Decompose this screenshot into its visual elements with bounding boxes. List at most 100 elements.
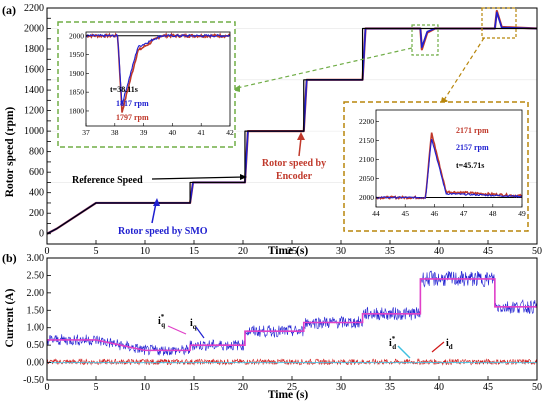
inset-gold-y-tick-label-2000: 2000	[359, 193, 374, 202]
arrowhead-encoder	[297, 132, 305, 140]
a-x-tick-label-40: 40	[434, 246, 444, 257]
panel-a-x-axis-title: Time (s)	[268, 245, 309, 257]
panel-a-x-ticks: 0 5 10 15 20 25 30 35 40 45 50	[45, 240, 542, 257]
annotation-id-i: i	[446, 338, 449, 349]
a-y-tick-label-2200: 2200	[24, 3, 44, 14]
a-y-tick-label-2000: 2000	[24, 24, 44, 35]
b-x-tick-label-5: 5	[94, 382, 99, 393]
panel-b-series	[46, 270, 538, 366]
annotation-iq-ref-sup: *	[161, 313, 165, 321]
inset-gold-x-tick-label-47: 47	[460, 209, 468, 218]
b-y-tick-label-2-00: 2.00	[27, 288, 45, 299]
a-y-tick-label-1200: 1200	[24, 106, 44, 117]
inset-gold-x-tick-label-46: 46	[431, 209, 439, 218]
inset-gold-series	[375, 132, 523, 200]
zoom-box-green	[411, 24, 439, 56]
series-i-d	[46, 358, 538, 366]
annotation-encoder: Rotor speed by Encoder	[262, 158, 326, 182]
inset-gold-x-tick-label-48: 48	[489, 209, 497, 218]
b-x-tick-label-40: 40	[434, 382, 444, 393]
inset-gold: 44 45 46 47 48 49 2000 2050 2100 2150 2200 2171 rp…	[343, 101, 529, 232]
a-x-tick-label-50: 50	[532, 246, 542, 257]
b-x-tick-label-35: 35	[385, 382, 395, 393]
zoom-link-gold	[443, 37, 485, 101]
series-i-q-ref	[47, 278, 537, 352]
inset-gold-frame	[375, 109, 523, 208]
b-y-tick-label-1-00: 1.00	[27, 323, 45, 334]
annotation-smo: Rotor speed by SMO	[118, 226, 208, 237]
a-y-tick-label-800: 800	[29, 147, 44, 158]
b-x-tick-label-30: 30	[336, 382, 346, 393]
annotation-id-ref-sub: d	[392, 343, 396, 351]
inset-green-x-tick-label-42: 42	[226, 128, 234, 137]
arrow-id-ref	[397, 345, 411, 359]
annotation-id: id	[446, 338, 453, 351]
annotation-id-sub: d	[449, 343, 453, 351]
arrow-iq-ref	[167, 325, 187, 335]
b-x-tick-label-45: 45	[483, 382, 493, 393]
arrow-encoder	[298, 137, 302, 157]
a-y-tick-label-1400: 1400	[24, 85, 44, 96]
b-y-tick-label-1-50: 1.50	[27, 305, 45, 316]
a-y-tick-label-400: 400	[29, 188, 44, 199]
a-x-tick-label-5: 5	[94, 246, 99, 257]
inset-green-label-smo: 1817 rpm	[116, 99, 149, 108]
inset-green-y-tick-label-1950: 1950	[69, 50, 84, 59]
b-y-tick-label-0-50: -0.50	[23, 375, 44, 386]
panel-a: (a) Rotor speed (rpm) Time (s) 0 5 10 15 20 2…	[2, 3, 542, 257]
panel-b-y-axis-title: Current (A)	[4, 288, 16, 347]
a-x-tick-label-35: 35	[385, 246, 395, 257]
panel-b-x-axis-title: Time (s)	[268, 389, 309, 401]
inset-green-y-tick-label-1850: 1850	[69, 88, 84, 97]
inset-green-label-time: t=38.11s	[110, 85, 138, 94]
panel-a-y-ticks: 0 200 400 600 800 1000 1200 1400 1600 1800 2000 220…	[24, 3, 51, 240]
inset-gold-y-tick-label-2050: 2050	[359, 174, 374, 183]
zoom-link-green	[236, 47, 413, 89]
b-x-tick-label-20: 20	[238, 382, 248, 393]
b-x-tick-label-15: 15	[189, 382, 199, 393]
a-x-tick-label-0: 0	[45, 246, 50, 257]
b-y-tick-label-0-00: 0.00	[27, 358, 45, 369]
inset-green-label-encoder: 1797 rpm	[116, 113, 149, 122]
zoom-box-gold	[481, 7, 517, 39]
b-x-tick-label-50: 50	[532, 382, 542, 393]
annotation-iq-ref-sub: q	[161, 321, 165, 329]
a-x-tick-label-25: 25	[287, 246, 297, 257]
inset-green-x-tick-label-40: 40	[169, 128, 177, 137]
inset-green: 37 38 39 40 41 42 1800 1850 1900 1950 2000 t=38.11…	[57, 21, 236, 148]
a-x-tick-label-20: 20	[238, 246, 248, 257]
annotation-id-ref: i* d	[389, 335, 396, 351]
inset-green-frame	[85, 31, 231, 127]
panel-b-y-ticks: -0.50 0.00 0.50 1.00 1.50 2.00 2.50 3.00	[23, 253, 51, 386]
annotation-iq: iq	[190, 318, 197, 331]
series-i-q	[46, 270, 538, 356]
inset-gold-x-tick-label-49: 49	[518, 209, 526, 218]
inset-green-ticks: 37 38 39 40 41 42 1800 1850 1900 1950 2000	[69, 31, 234, 137]
annotation-encoder-line-2: Encoder	[276, 171, 313, 182]
inset-green-y-tick-label-1900: 1900	[69, 69, 84, 78]
arrow-smo	[151, 202, 157, 224]
annotation-id-ref-sup: *	[392, 335, 396, 343]
inset-gold-ticks: 44 45 46 47 48 49 2000 2050 2100 2150 2200	[359, 117, 526, 218]
inset-gold-x-tick-label-45: 45	[401, 209, 409, 218]
inset-gold-label-encoder: 2171 rpm	[456, 126, 489, 135]
a-x-tick-label-10: 10	[140, 246, 150, 257]
a-x-tick-label-45: 45	[483, 246, 493, 257]
a-y-tick-label-1000: 1000	[24, 126, 44, 137]
a-y-tick-label-1800: 1800	[24, 44, 44, 55]
inset-gold-label-smo: 2157 rpm	[456, 143, 489, 152]
inset-green-y-tick-label-1800: 1800	[69, 106, 84, 115]
arrow-iq	[195, 326, 205, 339]
inset-gold-series-rotor-speed-by-smo	[375, 138, 523, 199]
a-y-tick-label-0: 0	[39, 229, 44, 240]
annotation-id-ref-i: i	[389, 338, 392, 349]
inset-gold-x-tick-label-44: 44	[372, 209, 380, 218]
b-y-tick-label-2-50: 2.50	[27, 270, 45, 281]
inset-gold-border	[343, 101, 529, 232]
annotation-reference-speed: Reference Speed	[72, 175, 143, 186]
series-reference-speed	[46, 27, 537, 235]
b-x-tick-label-25: 25	[287, 382, 297, 393]
b-x-tick-label-10: 10	[140, 382, 150, 393]
inset-gold-label-time: t=45.71s	[456, 161, 484, 170]
